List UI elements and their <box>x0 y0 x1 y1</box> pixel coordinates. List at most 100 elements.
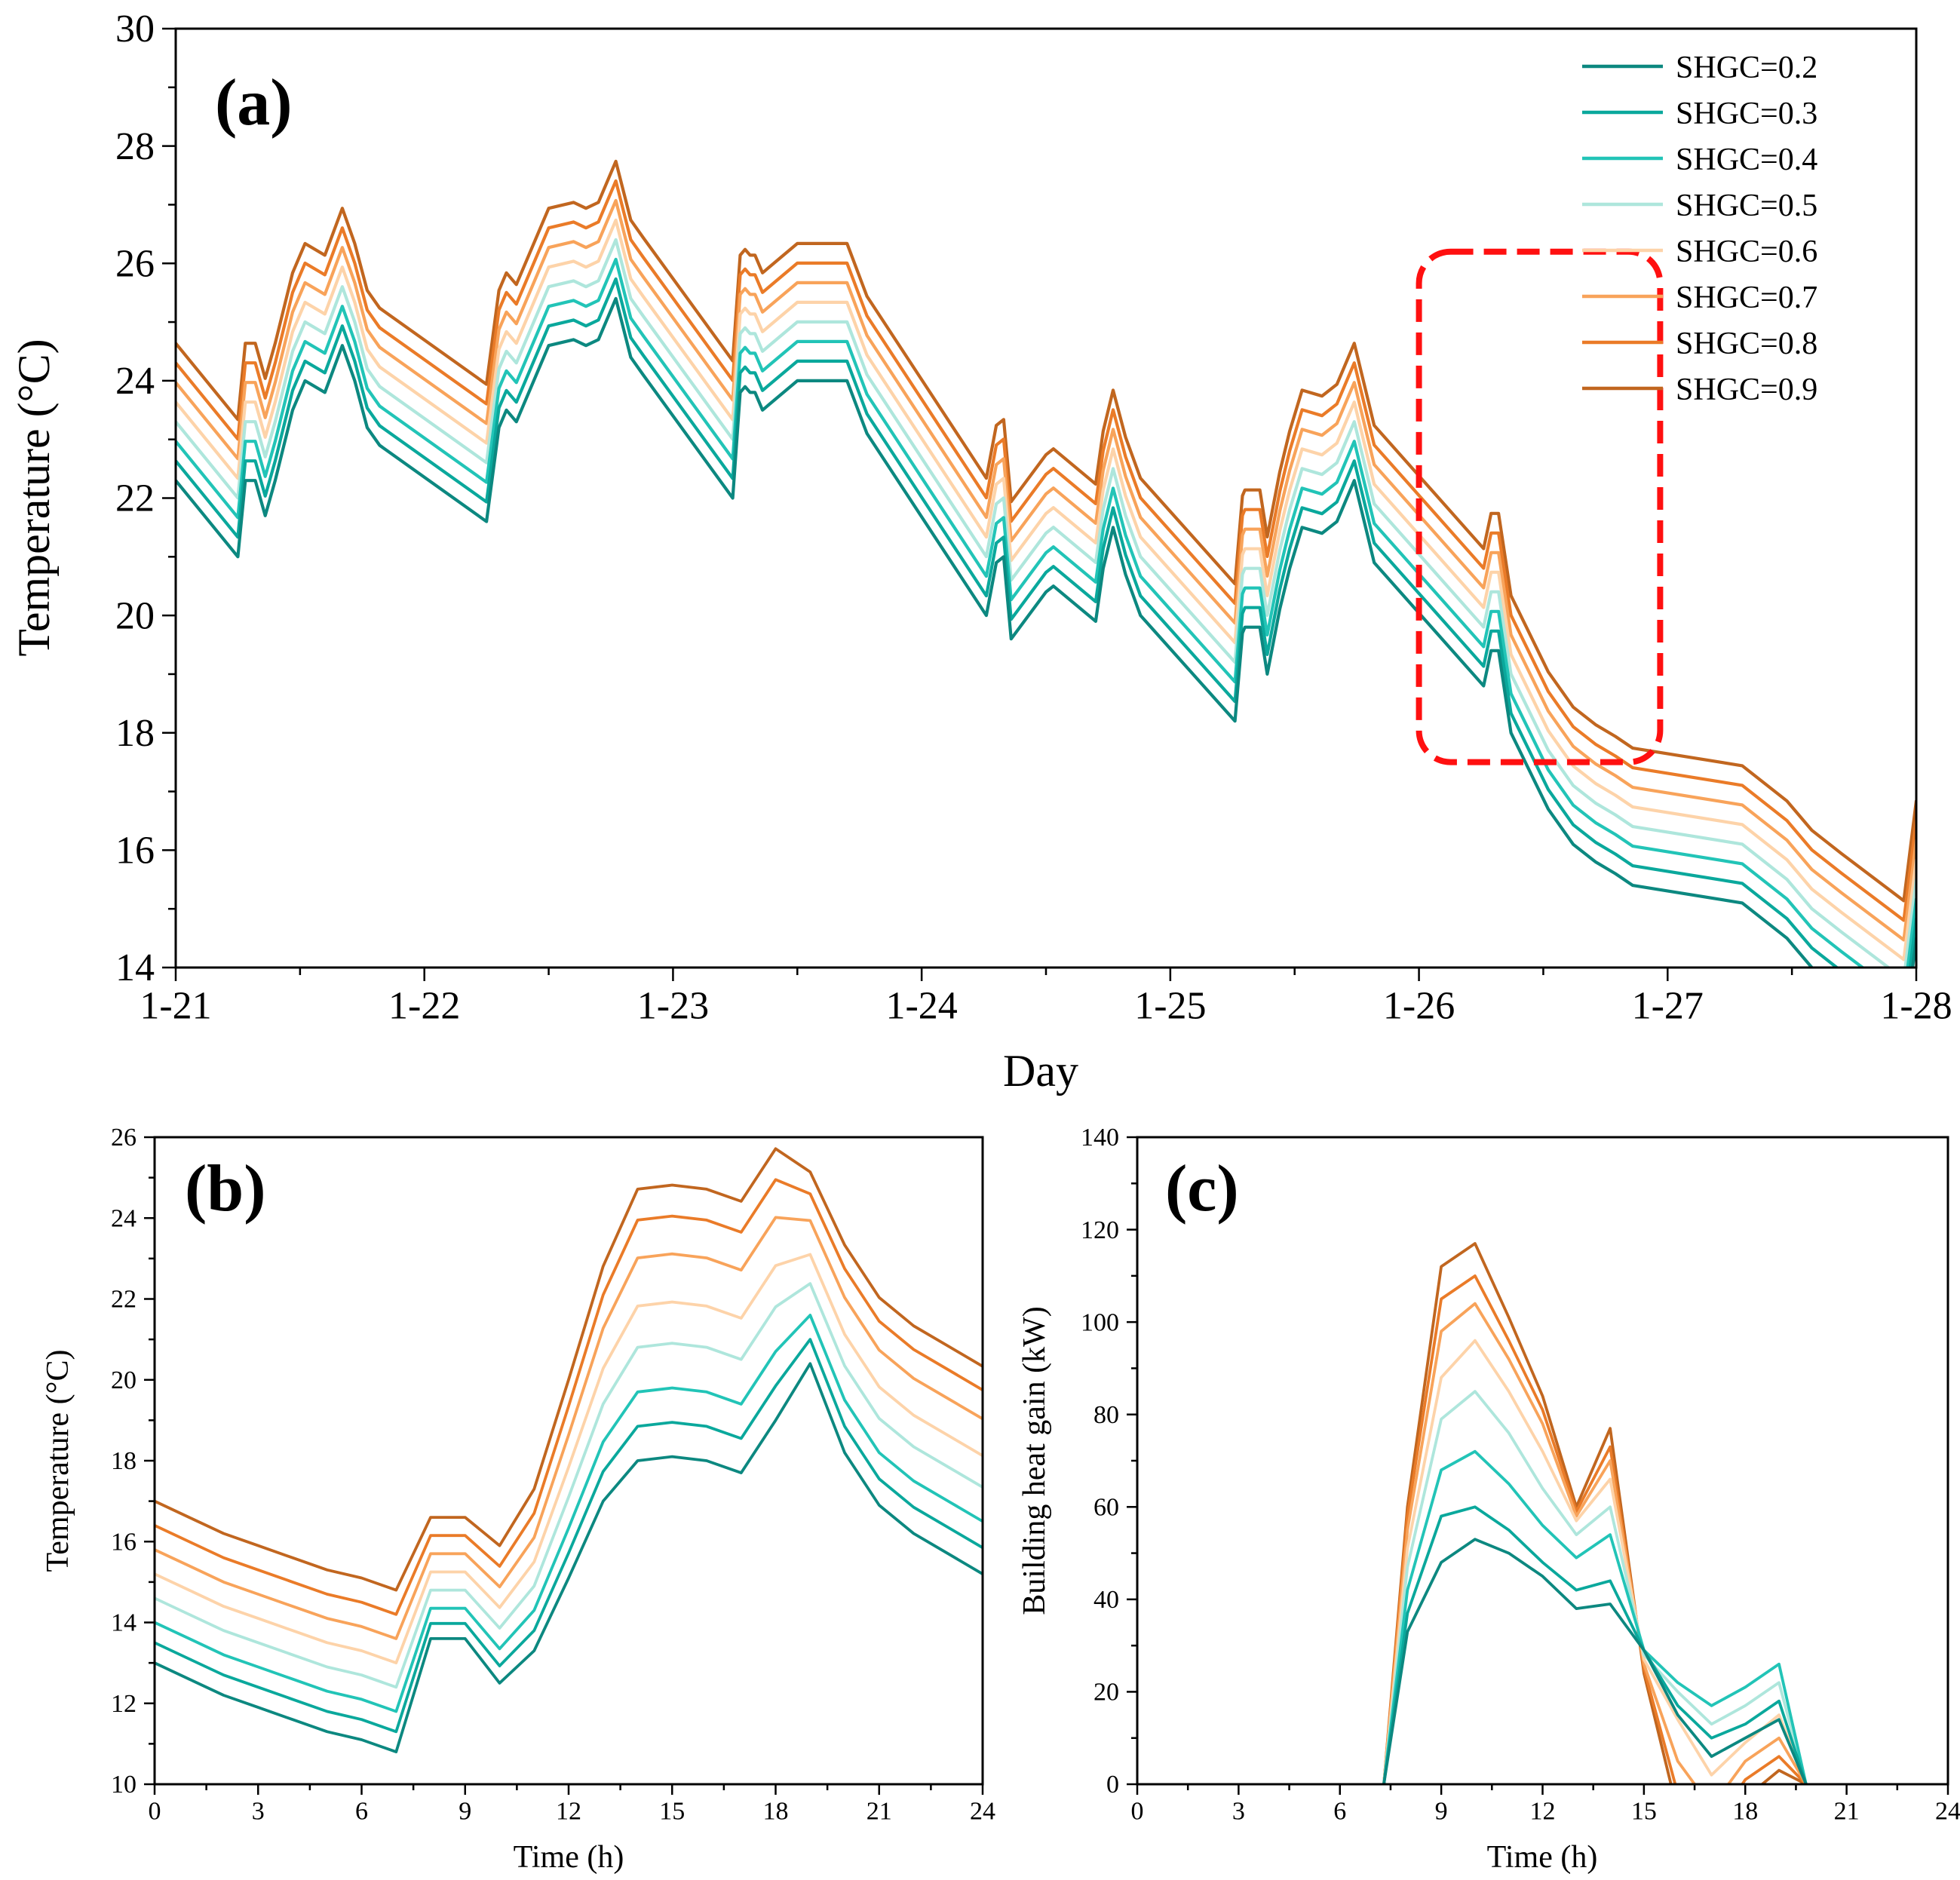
panel-a-line-SHGC=0.5 <box>176 238 1916 968</box>
panel-a-line-SHGC=0.8 <box>176 179 1916 922</box>
panel-c-line-SHGC=0.2 <box>1382 1538 1808 1784</box>
panel-b-line-SHGC=0.2 <box>155 1362 983 1754</box>
panel-a-xtick-label: 1-26 <box>1383 984 1455 1027</box>
panel-a-ytick-label: 28 <box>115 125 155 168</box>
panel-b-frame <box>153 1136 984 1786</box>
panel-b-line-SHGC=0.8 <box>155 1178 983 1616</box>
panel-c-ytick-label: 80 <box>1093 1401 1119 1429</box>
panel-c-line-SHGC=0.4 <box>1382 1449 1808 1784</box>
panel-b-line-SHGC=0.7 <box>155 1216 983 1640</box>
panel-b-xtick-label: 15 <box>659 1797 685 1825</box>
panel-c-line-SHGC=0.9 <box>1382 1242 1808 1784</box>
panel-a-ytick-label: 14 <box>115 946 155 989</box>
panel-b-xtick-label: 12 <box>556 1797 581 1825</box>
panel-b-xlabel: Time (h) <box>514 1840 624 1875</box>
panel-c-line-SHGC=0.6 <box>1382 1339 1808 1784</box>
panel-c-line-SHGC=0.8 <box>1382 1274 1808 1784</box>
panel-a-ytick-label: 20 <box>115 594 155 637</box>
panel-b-xtick-label: 18 <box>763 1797 789 1825</box>
panel-b-line-SHGC=0.9 <box>155 1147 983 1592</box>
panel-a-xtick-label: 1-22 <box>388 984 460 1027</box>
panel-a-line-SHGC=0.6 <box>176 218 1916 961</box>
panel-c-ytick-label: 20 <box>1093 1679 1119 1707</box>
panel-c-ytick-label: 100 <box>1081 1308 1119 1336</box>
panel-c-xtick-label: 12 <box>1530 1797 1556 1825</box>
panel-a-ylabel: Temperature (°C) <box>9 339 59 656</box>
panel-b-ytick-label: 20 <box>111 1366 136 1394</box>
panel-c-ytick-label: 60 <box>1093 1494 1119 1522</box>
panel-a-ytick-label: 22 <box>115 477 155 520</box>
panel-b-ytick-label: 26 <box>111 1124 136 1152</box>
panel-c-line-SHGC=0.3 <box>1382 1505 1808 1784</box>
panel-b-line-SHGC=0.3 <box>155 1338 983 1734</box>
panel-c: (c) 0 3 6 9 12 15 18 21 24 0 20 40 60 80 100 120 140 Tim… <box>1017 1124 1960 1875</box>
panel-c-xtick-label: 3 <box>1232 1797 1245 1825</box>
legend: SHGC=0.2 SHGC=0.3 SHGC=0.4 SHGC=0.5 SHGC=0.6… <box>1582 51 1817 407</box>
panel-b-ytick-label: 10 <box>111 1771 136 1799</box>
panel-a-ytick-label: 18 <box>115 712 155 755</box>
panel-c-xtick-label: 21 <box>1834 1797 1860 1825</box>
panel-a-line-SHGC=0.4 <box>176 257 1916 968</box>
panel-c-xtick-label: 9 <box>1435 1797 1448 1825</box>
panel-c-xtick-label: 6 <box>1333 1797 1346 1825</box>
panel-c-ytick-label: 0 <box>1106 1771 1119 1799</box>
panel-a-xtick-label: 1-23 <box>637 984 709 1027</box>
panel-c-label: (c) <box>1165 1152 1239 1225</box>
legend-label: SHGC=0.3 <box>1676 97 1817 131</box>
panel-b-ytick-label: 22 <box>111 1286 136 1314</box>
panel-b-ticks: 0 3 6 9 12 15 18 21 24 10 12 14 16 18 20 22 24 26 <box>111 1124 995 1825</box>
panel-b-xtick-label: 9 <box>459 1797 471 1825</box>
panel-b: (b) 0 3 6 9 12 15 18 21 24 10 12 14 16 18 20 22 24 26 Tim… <box>41 1124 995 1875</box>
panel-b-ytick-label: 12 <box>111 1690 136 1718</box>
panel-a-line-SHGC=0.2 <box>176 296 1916 968</box>
panel-b-xtick-label: 21 <box>867 1797 892 1825</box>
legend-label: SHGC=0.6 <box>1676 235 1817 269</box>
panel-b-ytick-label: 18 <box>111 1447 136 1475</box>
highlight-box <box>1416 248 1664 765</box>
panel-a-ytick-label: 30 <box>115 8 155 51</box>
panel-b-xtick-label: 3 <box>252 1797 265 1825</box>
legend-label: SHGC=0.8 <box>1676 327 1817 361</box>
legend-label: SHGC=0.5 <box>1676 189 1817 223</box>
panel-a-highlight-box <box>1416 248 1664 765</box>
legend-label: SHGC=0.9 <box>1676 373 1817 407</box>
legend-label: SHGC=0.2 <box>1676 51 1817 85</box>
panel-b-xtick-label: 24 <box>970 1797 995 1825</box>
panel-a-series <box>176 159 1916 968</box>
panel-b-ylabel: Temperature (°C) <box>41 1350 75 1572</box>
panel-b-line-SHGC=0.4 <box>155 1314 983 1713</box>
panel-b-label: (b) <box>185 1152 266 1225</box>
panel-b-ytick-label: 14 <box>111 1609 136 1637</box>
panel-c-xtick-label: 24 <box>1935 1797 1960 1825</box>
panel-a-xlabel: Day <box>1003 1046 1078 1096</box>
panel-c-frame <box>1136 1136 1949 1786</box>
panel-b-series <box>155 1147 983 1754</box>
panel-a-line-SHGC=0.3 <box>176 277 1916 968</box>
panel-c-ytick-label: 40 <box>1093 1586 1119 1614</box>
panel-b-ytick-label: 16 <box>111 1528 136 1556</box>
panel-a: (a) 1-21 1-22 1-23 1-24 1-25 1-26 1-27 1-28 14 16… <box>9 8 1952 1096</box>
panel-a-label: (a) <box>215 66 293 140</box>
panel-c-ticks: 0 3 6 9 12 15 18 21 24 0 20 40 60 80 100 120 140 <box>1081 1124 1960 1825</box>
panel-b-xtick-label: 0 <box>149 1797 161 1825</box>
panel-c-ylabel: Building heat gain (kW) <box>1017 1306 1052 1615</box>
panel-b-ytick-label: 24 <box>111 1204 136 1232</box>
panel-a-xtick-label: 1-27 <box>1632 984 1704 1027</box>
panel-a-line-SHGC=0.9 <box>176 159 1916 903</box>
panel-c-ytick-label: 120 <box>1081 1216 1119 1244</box>
panel-c-series <box>1382 1242 1808 1784</box>
panel-a-ytick-label: 26 <box>115 242 155 285</box>
panel-a-xtick-label: 1-21 <box>140 984 211 1027</box>
panel-c-line-SHGC=0.5 <box>1382 1390 1808 1784</box>
panel-a-ytick-label: 16 <box>115 830 155 873</box>
panel-a-frame <box>174 27 1918 969</box>
panel-a-line-SHGC=0.7 <box>176 198 1916 942</box>
panel-b-line-SHGC=0.5 <box>155 1282 983 1689</box>
panel-c-line-SHGC=0.7 <box>1382 1302 1808 1784</box>
panel-a-xtick-label: 1-28 <box>1880 984 1952 1027</box>
panel-c-ytick-label: 140 <box>1081 1124 1119 1152</box>
legend-label: SHGC=0.4 <box>1676 143 1817 177</box>
panel-c-xlabel: Time (h) <box>1487 1840 1598 1875</box>
panel-a-xtick-label: 1-24 <box>885 984 957 1027</box>
